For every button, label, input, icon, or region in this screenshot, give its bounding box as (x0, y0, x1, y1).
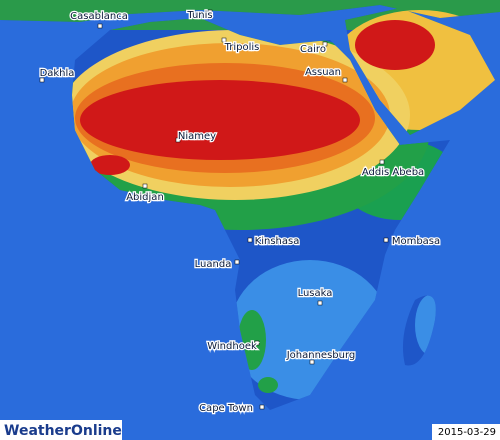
city-label: Johannesburg (286, 350, 356, 361)
city-label: Abidjan (126, 192, 164, 203)
city-label: Mombasa (392, 236, 440, 247)
city-dot (309, 359, 315, 365)
city-label: Assuan (305, 67, 341, 78)
city-label: Luanda (195, 259, 232, 270)
city-dot (254, 340, 260, 346)
city-dot (342, 77, 348, 83)
cities: Casablanca Tunis Tripolis Cairo Dakhla Assuan… (38, 9, 441, 416)
city-label: Tunis (186, 10, 212, 21)
city-label: Lusaka (298, 288, 333, 299)
city-dot (175, 137, 181, 143)
city-label: Kinshasa (255, 236, 300, 247)
city-label: Addis Abeba (362, 167, 424, 178)
city-dot (379, 159, 385, 165)
logo-box (0, 420, 122, 440)
city-label: Dakhla (40, 68, 75, 79)
city-dot (142, 183, 148, 189)
city-dot (97, 23, 103, 29)
city-dot (39, 77, 45, 83)
city-dot (234, 259, 240, 265)
city-dot (317, 300, 323, 306)
city-label: Windhoek (207, 341, 257, 352)
city-dot (207, 9, 213, 15)
city-label: Tripolis (224, 42, 260, 53)
city-dot (221, 37, 227, 43)
city-label: Casablanca (70, 11, 128, 22)
date-box (432, 424, 500, 440)
date: 2015-03-29 (438, 427, 496, 438)
city-dot (322, 41, 328, 47)
city-label: Niamey (178, 131, 216, 142)
city-label: Cape Town (199, 403, 253, 414)
city-label: Cairo (300, 44, 326, 55)
city-dot (259, 404, 265, 410)
city-dot (383, 237, 389, 243)
logo: WeatherOnline (4, 423, 122, 439)
city-dot (247, 237, 253, 243)
